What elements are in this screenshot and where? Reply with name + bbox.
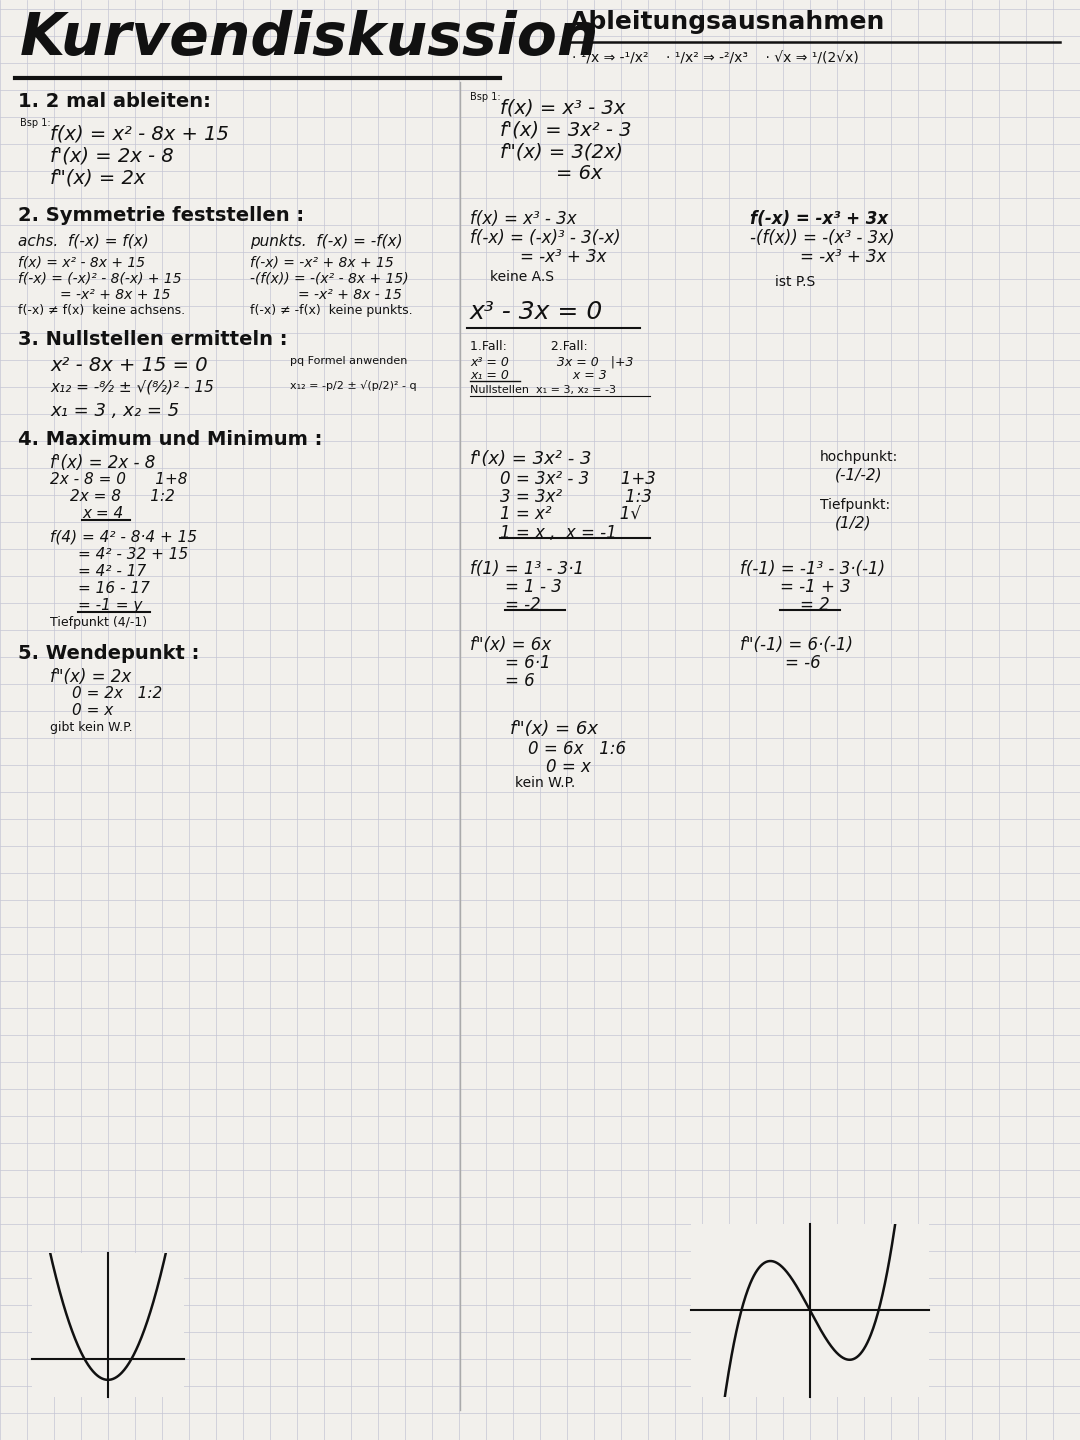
Text: achs.  f(-x) = f(x): achs. f(-x) = f(x) xyxy=(18,233,149,249)
Text: = 1 - 3: = 1 - 3 xyxy=(505,577,562,596)
Text: 3. Nullstellen ermitteln :: 3. Nullstellen ermitteln : xyxy=(18,330,287,348)
Text: -(f(x)) = -(x³ - 3x): -(f(x)) = -(x³ - 3x) xyxy=(750,229,894,248)
Text: x³ - 3x = 0: x³ - 3x = 0 xyxy=(470,300,604,324)
Text: f"(x) = 3(2x): f"(x) = 3(2x) xyxy=(500,143,623,161)
Text: 4. Maximum und Minimum :: 4. Maximum und Minimum : xyxy=(18,431,322,449)
Text: 1 = x²             1√: 1 = x² 1√ xyxy=(500,505,642,524)
Text: = 4² - 17: = 4² - 17 xyxy=(78,564,146,579)
Text: x₁₂ = -⁸⁄₂ ± √(⁸⁄₂)² - 15: x₁₂ = -⁸⁄₂ ± √(⁸⁄₂)² - 15 xyxy=(50,380,214,395)
Text: 2x = 8      1:2: 2x = 8 1:2 xyxy=(70,490,175,504)
Text: = 16 - 17: = 16 - 17 xyxy=(78,580,150,596)
Text: 1. 2 mal ableiten:: 1. 2 mal ableiten: xyxy=(18,92,211,111)
Text: = 6: = 6 xyxy=(505,672,535,690)
Text: keine A.S: keine A.S xyxy=(490,271,554,284)
Text: 1.Fall:           2.Fall:: 1.Fall: 2.Fall: xyxy=(470,340,588,353)
Text: = -1 = y: = -1 = y xyxy=(78,598,143,613)
Text: f(x) = x² - 8x + 15: f(x) = x² - 8x + 15 xyxy=(50,124,229,143)
Text: hochpunkt:: hochpunkt: xyxy=(820,449,899,464)
Text: f(1) = 1³ - 3·1: f(1) = 1³ - 3·1 xyxy=(470,560,584,577)
Text: f"(-1) = 6·(-1): f"(-1) = 6·(-1) xyxy=(740,636,853,654)
Text: f'(x) = 2x - 8: f'(x) = 2x - 8 xyxy=(50,454,156,472)
Text: f"(x) = 6x: f"(x) = 6x xyxy=(510,720,598,737)
Text: f(-x) = (-x)³ - 3(-x): f(-x) = (-x)³ - 3(-x) xyxy=(470,229,621,248)
Text: 2. Symmetrie feststellen :: 2. Symmetrie feststellen : xyxy=(18,206,305,225)
Text: Ableitungsausnahmen: Ableitungsausnahmen xyxy=(570,10,886,35)
Text: 0 = x: 0 = x xyxy=(546,757,591,776)
Text: = 4² - 32 + 15: = 4² - 32 + 15 xyxy=(78,547,188,562)
Text: x² - 8x + 15 = 0: x² - 8x + 15 = 0 xyxy=(50,356,207,374)
Text: f(-x) ≠ -f(x)  keine punkts.: f(-x) ≠ -f(x) keine punkts. xyxy=(249,304,413,317)
Text: f(x) = x³ - 3x: f(x) = x³ - 3x xyxy=(470,210,577,228)
Text: f(x) = x² - 8x + 15: f(x) = x² - 8x + 15 xyxy=(18,256,145,271)
Text: f'(x) = 3x² - 3: f'(x) = 3x² - 3 xyxy=(470,449,592,468)
Text: f(x) = x³ - 3x: f(x) = x³ - 3x xyxy=(500,98,625,117)
Text: f"(x) = 2x: f"(x) = 2x xyxy=(50,668,132,685)
Text: f'(x) = 2x - 8: f'(x) = 2x - 8 xyxy=(50,145,174,166)
Text: punkts.  f(-x) = -f(x): punkts. f(-x) = -f(x) xyxy=(249,233,403,249)
Text: = 6·1: = 6·1 xyxy=(505,654,551,672)
Text: f(-x) = (-x)² - 8(-x) + 15: f(-x) = (-x)² - 8(-x) + 15 xyxy=(18,272,181,287)
Text: 3 = 3x²            1:3: 3 = 3x² 1:3 xyxy=(500,488,652,505)
Text: Kurvendiskussion: Kurvendiskussion xyxy=(21,10,599,68)
Text: f(-1) = -1³ - 3·(-1): f(-1) = -1³ - 3·(-1) xyxy=(740,560,886,577)
Text: Tiefpunkt (4/-1): Tiefpunkt (4/-1) xyxy=(50,616,147,629)
Text: 0 = 2x   1:2: 0 = 2x 1:2 xyxy=(72,685,162,701)
Text: x₁₂ = -p/2 ± √(p/2)² - q: x₁₂ = -p/2 ± √(p/2)² - q xyxy=(291,380,417,392)
Text: = -6: = -6 xyxy=(785,654,821,672)
Text: = -x³ + 3x: = -x³ + 3x xyxy=(800,248,887,266)
Text: · ¹/x ⇒ -¹/x²    · ¹/x² ⇒ -²/x³    · √x ⇒ ¹/(2√x): · ¹/x ⇒ -¹/x² · ¹/x² ⇒ -²/x³ · √x ⇒ ¹/(2… xyxy=(572,52,859,66)
Text: 0 = x: 0 = x xyxy=(72,703,113,719)
Text: = -x² + 8x + 15: = -x² + 8x + 15 xyxy=(60,288,171,302)
Text: x = 4: x = 4 xyxy=(82,505,123,521)
Text: 2x - 8 = 0      1+8: 2x - 8 = 0 1+8 xyxy=(50,472,188,487)
Text: f(-x) = -x³ + 3x: f(-x) = -x³ + 3x xyxy=(750,210,888,228)
Text: = 2: = 2 xyxy=(800,596,829,613)
Text: x₁ = 0                x = 3: x₁ = 0 x = 3 xyxy=(470,369,607,382)
Text: kein W.P.: kein W.P. xyxy=(515,776,576,791)
Text: f"(x) = 6x: f"(x) = 6x xyxy=(470,636,551,654)
Text: Nullstellen  x₁ = 3, x₂ = -3: Nullstellen x₁ = 3, x₂ = -3 xyxy=(470,384,616,395)
Text: x³ = 0            3x = 0   |+3: x³ = 0 3x = 0 |+3 xyxy=(470,356,634,369)
Text: 0 = 3x² - 3      1+3: 0 = 3x² - 3 1+3 xyxy=(500,469,656,488)
Text: f'(x) = 3x² - 3: f'(x) = 3x² - 3 xyxy=(500,120,632,140)
Text: 0 = 6x   1:6: 0 = 6x 1:6 xyxy=(528,740,626,757)
Text: 1 = x ,  x = -1: 1 = x , x = -1 xyxy=(500,524,617,541)
Text: 5. Wendepunkt :: 5. Wendepunkt : xyxy=(18,644,200,662)
Text: pq Formel anwenden: pq Formel anwenden xyxy=(291,356,407,366)
Text: (1/2): (1/2) xyxy=(835,516,872,531)
Text: = -1 + 3: = -1 + 3 xyxy=(780,577,851,596)
Text: f(-x) = -x² + 8x + 15: f(-x) = -x² + 8x + 15 xyxy=(249,256,394,271)
Text: f(-x) ≠ f(x)  keine achsens.: f(-x) ≠ f(x) keine achsens. xyxy=(18,304,185,317)
Text: Tiefpunkt:: Tiefpunkt: xyxy=(820,498,890,513)
Text: f"(x) = 2x: f"(x) = 2x xyxy=(50,168,146,187)
Text: ist P.S: ist P.S xyxy=(775,275,815,289)
Text: (-1/-2): (-1/-2) xyxy=(835,468,882,482)
Text: = -x² + 8x - 15: = -x² + 8x - 15 xyxy=(298,288,402,302)
Text: = -2: = -2 xyxy=(505,596,541,613)
Text: Bsp 1:: Bsp 1: xyxy=(21,118,51,128)
Text: = 6x: = 6x xyxy=(556,164,603,183)
Text: = -x³ + 3x: = -x³ + 3x xyxy=(519,248,607,266)
Text: Bsp 1:: Bsp 1: xyxy=(470,92,501,102)
Text: f(4) = 4² - 8·4 + 15: f(4) = 4² - 8·4 + 15 xyxy=(50,530,198,544)
Text: -(f(x)) = -(x² - 8x + 15): -(f(x)) = -(x² - 8x + 15) xyxy=(249,272,408,287)
Text: gibt kein W.P.: gibt kein W.P. xyxy=(50,721,133,734)
Text: x₁ = 3 , x₂ = 5: x₁ = 3 , x₂ = 5 xyxy=(50,402,179,420)
